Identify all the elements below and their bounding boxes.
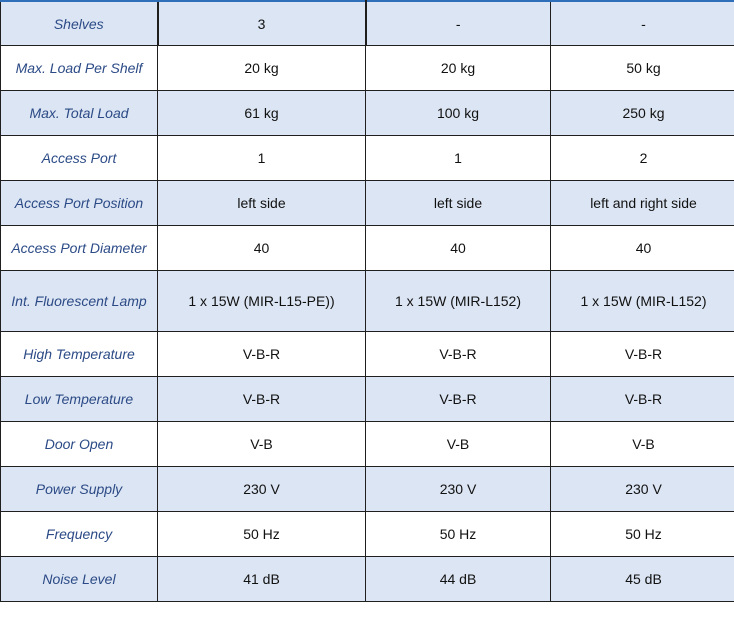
- table-row: Max. Total Load 61 kg 100 kg 250 kg: [0, 90, 734, 136]
- spec-table: Shelves 3- - Max. Load Per Shelf 20 kg 20 kg 5…: [0, 0, 734, 602]
- table-cell: V-B: [365, 421, 551, 467]
- table-row: Low Temperature V-B-R V-B-R V-B-R: [0, 376, 734, 422]
- row-label: Access Port Diameter: [0, 225, 158, 271]
- row-label: Max. Total Load: [0, 90, 158, 136]
- table-row: Max. Load Per Shelf 20 kg 20 kg 50 kg: [0, 45, 734, 91]
- table-cell: V-B-R: [365, 376, 551, 422]
- table-row: High Temperature V-B-R V-B-R V-B-R: [0, 331, 734, 377]
- table-cell: V-B-R: [157, 376, 366, 422]
- table-cell: V-B-R: [550, 376, 734, 422]
- table-row: Noise Level 41 dB 44 dB 45 dB: [0, 556, 734, 602]
- row-label: Max. Load Per Shelf: [0, 45, 158, 91]
- row-label: Low Temperature: [0, 376, 158, 422]
- table-cell: V-B-R: [157, 331, 366, 377]
- table-cell: 50 Hz: [550, 511, 734, 557]
- table-cell: 20 kg: [365, 45, 551, 91]
- table-cell: 20 kg: [157, 45, 366, 91]
- table-row: Access Port 1 1 2: [0, 135, 734, 181]
- table-cell: 230 V: [550, 466, 734, 512]
- table-cell: 40: [550, 225, 734, 271]
- table-row: Frequency 50 Hz 50 Hz 50 Hz: [0, 511, 734, 557]
- table-cell: 3: [156, 0, 367, 46]
- table-row: Access Port Diameter 40 40 40: [0, 225, 734, 271]
- table-cell: 2: [550, 135, 734, 181]
- row-label: Access Port Position: [0, 180, 158, 226]
- row-label: High Temperature: [0, 331, 158, 377]
- table-cell: V-B-R: [365, 331, 551, 377]
- table-cell: 61 kg: [157, 90, 366, 136]
- table-cell: 50 kg: [550, 45, 734, 91]
- table-row: Access Port Position left side left side le…: [0, 180, 734, 226]
- table-cell: left side: [365, 180, 551, 226]
- row-label: Frequency: [0, 511, 158, 557]
- table-cell: 100 kg: [365, 90, 551, 136]
- table-row: Power Supply 230 V 230 V 230 V: [0, 466, 734, 512]
- row-label: Access Port: [0, 135, 158, 181]
- table-cell: 230 V: [157, 466, 366, 512]
- table-cell: 40: [157, 225, 366, 271]
- table-cell: -: [365, 0, 551, 46]
- row-label: Noise Level: [0, 556, 158, 602]
- table-cell: 250 kg: [550, 90, 734, 136]
- table-cell: V-B-R: [550, 331, 734, 377]
- table-row: Int. Fluorescent Lamp 1 x 15W (MIR-L15-PE…: [0, 270, 734, 332]
- table-cell: 230 V: [365, 466, 551, 512]
- table-row: Door Open V-B V-B V-B: [0, 421, 734, 467]
- row-label: Int. Fluorescent Lamp: [0, 270, 158, 332]
- row-label: Power Supply: [0, 466, 158, 512]
- table-cell: 1 x 15W (MIR-L152): [550, 270, 734, 332]
- spec-table-body: Shelves 3- - Max. Load Per Shelf 20 kg 20 kg 5…: [0, 0, 734, 602]
- table-cell: 41 dB: [157, 556, 366, 602]
- table-cell: 44 dB: [365, 556, 551, 602]
- table-cell: 40: [365, 225, 551, 271]
- row-label: Door Open: [0, 421, 158, 467]
- table-cell: 1 x 15W (MIR-L152): [365, 270, 551, 332]
- table-cell: left side: [157, 180, 366, 226]
- table-row: Shelves 3- -: [0, 0, 734, 46]
- table-cell: 50 Hz: [365, 511, 551, 557]
- table-cell: V-B: [157, 421, 366, 467]
- row-label: Shelves: [0, 0, 158, 46]
- table-cell: 50 Hz: [157, 511, 366, 557]
- table-cell: -: [550, 0, 734, 46]
- table-cell: 1: [157, 135, 366, 181]
- table-cell: 1 x 15W (MIR-L15-PE)): [157, 270, 366, 332]
- table-cell: 45 dB: [550, 556, 734, 602]
- table-cell: 1: [365, 135, 551, 181]
- table-cell: left and right side: [550, 180, 734, 226]
- table-cell: V-B: [550, 421, 734, 467]
